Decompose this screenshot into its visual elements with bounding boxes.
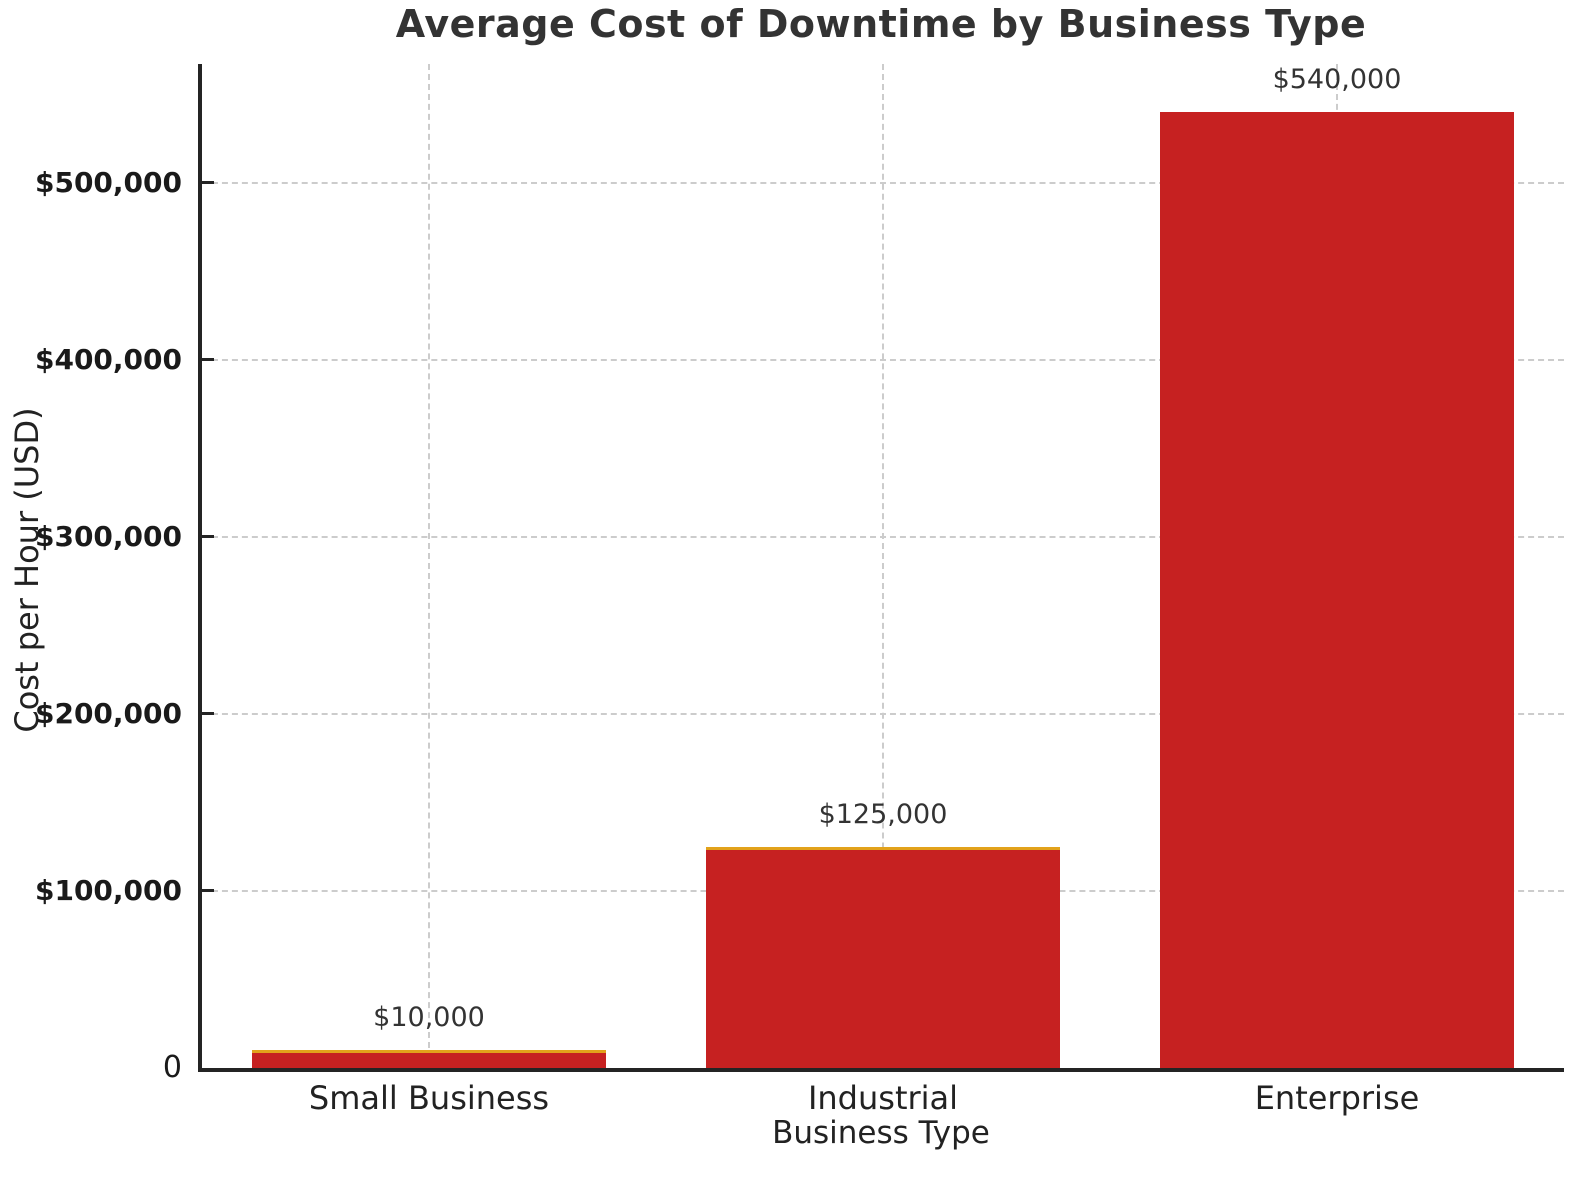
x-axis-label: Business Type [772, 1115, 990, 1151]
y-tick-mark [202, 889, 214, 893]
y-tick-label-0: 0 [162, 1050, 182, 1085]
y-tick-mark [202, 712, 214, 716]
x-tick-label-industrial: Industrial [807, 1079, 959, 1117]
bar-industrial [706, 846, 1060, 1068]
y-tick-mark [202, 535, 214, 539]
chart-title: Average Cost of Downtime by Business Typ… [395, 2, 1367, 46]
gridline-vertical [428, 64, 430, 1068]
y-tick-label-300000: $300,000 [34, 519, 182, 553]
y-tick-label-100000: $100,000 [34, 873, 182, 907]
gridline-vertical [882, 64, 884, 1068]
y-tick-mark [202, 358, 214, 362]
plot-area: $10,000 Small Business $125,000 Industrial $… [198, 63, 1564, 1116]
y-axis-label: Cost per Hour (USD) [8, 407, 46, 733]
value-label-small-business: $10,000 [373, 1002, 485, 1034]
value-label-industrial: $125,000 [818, 798, 948, 830]
y-tick-mark [202, 181, 214, 185]
value-label-enterprise: $540,000 [1272, 63, 1402, 95]
x-tick-label-enterprise: Enterprise [1254, 1079, 1420, 1117]
y-tick-label-200000: $200,000 [34, 696, 182, 730]
y-tick-label-400000: $400,000 [34, 342, 182, 376]
y-tick-label-500000: $500,000 [34, 165, 182, 199]
bar-enterprise [1160, 111, 1514, 1068]
bar-small-business [252, 1050, 606, 1068]
x-tick-label-small-business: Small Business [308, 1079, 550, 1117]
